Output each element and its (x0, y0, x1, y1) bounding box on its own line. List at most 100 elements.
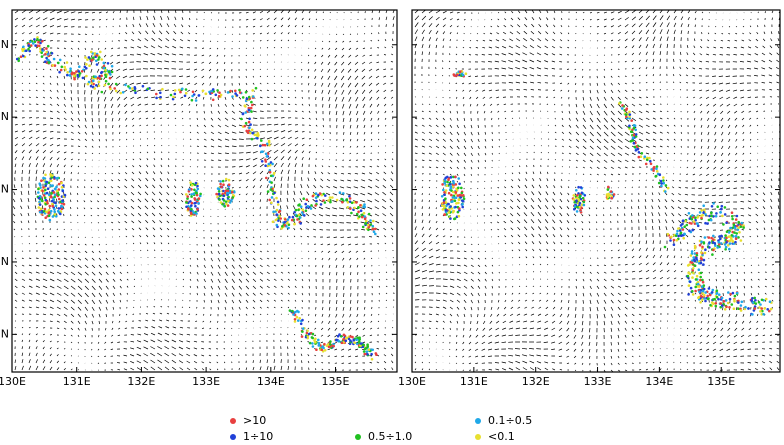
particle (761, 309, 764, 313)
particle (272, 210, 275, 214)
particle (644, 162, 648, 166)
particle (275, 223, 279, 227)
particle (346, 201, 350, 204)
particle (259, 144, 262, 148)
particle (453, 217, 456, 221)
particle (334, 338, 338, 342)
particle (297, 204, 300, 207)
particle (284, 218, 287, 221)
particle (197, 94, 201, 97)
particle (227, 183, 231, 186)
particle (252, 95, 255, 98)
particle (320, 348, 324, 352)
particle (77, 70, 81, 73)
particle (370, 352, 373, 356)
particle (73, 77, 76, 81)
particle (193, 188, 196, 192)
particle (442, 188, 445, 192)
particle (240, 117, 243, 121)
particle (38, 44, 41, 48)
particle (267, 139, 271, 143)
particle (42, 176, 45, 180)
particle (359, 344, 362, 347)
particle (46, 44, 50, 48)
particle (751, 301, 755, 304)
particle (457, 177, 461, 180)
particle (443, 204, 446, 208)
particle (444, 201, 448, 204)
particle (53, 193, 57, 197)
particle (43, 207, 47, 211)
particle (63, 193, 67, 197)
particle (572, 194, 576, 197)
particle (737, 236, 740, 239)
particle (244, 105, 247, 108)
particle (309, 207, 313, 210)
particle (734, 234, 738, 238)
particle (373, 227, 377, 231)
particle (353, 201, 356, 204)
velocity-vectors (12, 10, 395, 371)
particle (742, 226, 745, 229)
particle (443, 191, 446, 194)
particle (22, 54, 25, 58)
particle (366, 353, 369, 356)
particle (697, 215, 700, 218)
particle (702, 241, 706, 244)
particle (649, 159, 652, 163)
particle (47, 214, 51, 218)
particle (247, 108, 251, 112)
particle (196, 187, 200, 191)
particle (224, 200, 228, 204)
particle (684, 220, 687, 223)
particle (730, 215, 734, 218)
particle (75, 70, 78, 73)
particle (85, 63, 88, 66)
particle (694, 278, 698, 281)
particle (725, 305, 728, 309)
particle (102, 64, 106, 68)
particle (197, 202, 200, 205)
map-content (414, 10, 780, 372)
particle (196, 184, 199, 188)
map-panel: 41N 40N 39N 38N 37N 130E 131E 132E 133E 134E 135E (0, 9, 398, 388)
particle (462, 197, 466, 201)
particle (89, 84, 93, 88)
particle (659, 179, 663, 183)
particle (727, 291, 730, 294)
particle (457, 201, 460, 205)
particle (655, 167, 658, 171)
particle (464, 72, 468, 75)
particle (99, 50, 102, 54)
particle (358, 340, 361, 343)
particle (228, 191, 232, 195)
particle (704, 248, 707, 251)
particle (632, 133, 636, 137)
particle (47, 59, 50, 62)
particle (247, 95, 251, 99)
particle (319, 203, 323, 206)
particle (270, 196, 274, 199)
particle (729, 292, 732, 296)
particle (704, 213, 707, 216)
particle (687, 293, 690, 296)
particle (663, 245, 667, 249)
particle (224, 189, 228, 192)
particle (691, 293, 695, 296)
particle (707, 287, 711, 290)
particle (55, 185, 58, 189)
particle (119, 91, 122, 95)
particle (694, 289, 697, 293)
particle (301, 208, 305, 211)
particle (58, 70, 61, 74)
particle (48, 204, 52, 208)
particle (297, 310, 300, 314)
particle (730, 211, 734, 214)
particle (715, 291, 719, 295)
particle (580, 206, 583, 209)
particle (271, 162, 274, 166)
particle (700, 240, 703, 243)
particle (50, 199, 54, 203)
particle (222, 189, 225, 193)
particle (443, 181, 446, 185)
